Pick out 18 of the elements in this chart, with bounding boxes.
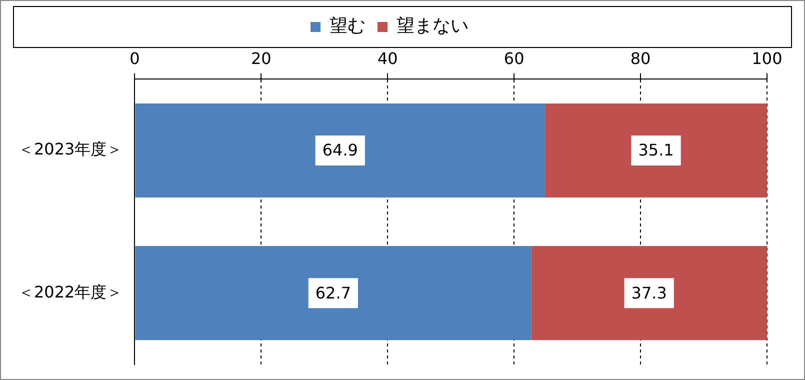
legend-label: 望む [330, 16, 366, 37]
data-label: 37.3 [631, 283, 667, 302]
x-tick-label: 20 [250, 48, 272, 68]
data-label: 64.9 [322, 140, 358, 160]
bar [545, 103, 767, 198]
x-tick-label: 80 [630, 48, 651, 68]
x-tick-label: 0 [130, 48, 140, 68]
y-tick-label: ＜2023年度＞ [18, 140, 123, 159]
bar [135, 103, 546, 198]
legend-label: 望まない [396, 16, 468, 37]
y-tick-label: ＜2022年度＞ [18, 282, 123, 302]
data-label: 35.1 [638, 140, 674, 160]
bar [531, 246, 767, 340]
bar [135, 246, 532, 340]
x-tick-label: 40 [377, 48, 398, 68]
x-tick-label: 60 [504, 48, 524, 68]
data-label: 62.7 [315, 283, 351, 302]
x-tick-label: 100 [752, 48, 782, 68]
